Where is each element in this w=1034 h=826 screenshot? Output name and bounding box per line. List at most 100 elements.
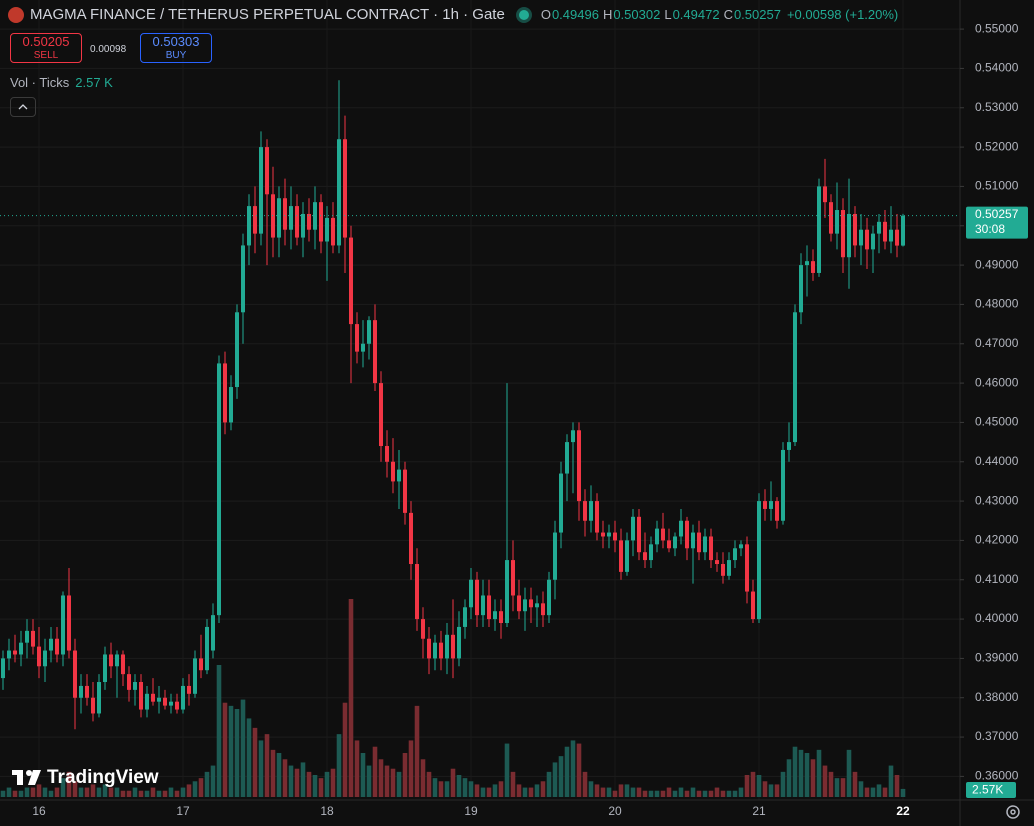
- volume-bar: [384, 765, 390, 797]
- candle-body: [457, 626, 461, 659]
- volume-bar: [216, 665, 222, 797]
- sell-label: SELL: [33, 50, 59, 61]
- volume-bar: [768, 784, 774, 797]
- volume-bar: [648, 790, 654, 797]
- volume-bar: [672, 790, 678, 797]
- candle-body: [283, 198, 287, 230]
- volume-bar: [750, 771, 756, 797]
- volume-bar: [204, 771, 210, 797]
- candle-body: [127, 674, 131, 690]
- volume-bar: [336, 734, 342, 797]
- volume-bar: [342, 702, 348, 797]
- volume-bar: [570, 740, 576, 797]
- candle-body: [775, 501, 779, 521]
- candle-body: [31, 630, 35, 647]
- volume-bar: [726, 790, 732, 797]
- volume-legend-title: Vol · Ticks: [10, 75, 70, 90]
- candle-body: [757, 501, 761, 620]
- candle-body: [373, 320, 377, 384]
- volume-bar: [876, 784, 882, 797]
- symbol-title: MAGMA FINANCE / TETHERUS PERPETUAL CONTR…: [30, 6, 505, 23]
- candle-body: [847, 213, 851, 258]
- collapse-button[interactable]: [10, 97, 36, 117]
- candle-body: [43, 650, 47, 667]
- candle-body: [247, 206, 251, 246]
- volume-bar: [168, 787, 174, 797]
- volume-bar: [708, 790, 714, 797]
- volume-bar: [696, 790, 702, 797]
- candle-body: [217, 363, 221, 616]
- buy-button[interactable]: 0.50303 BUY: [140, 33, 212, 63]
- candle-body: [793, 312, 797, 443]
- volume-bar: [222, 702, 228, 797]
- volume-bar: [300, 762, 306, 797]
- candle-body: [739, 544, 743, 549]
- volume-bar: [540, 781, 546, 797]
- candle-body: [451, 634, 455, 659]
- x-tick-label: 20: [608, 804, 622, 818]
- volume-bar: [702, 790, 708, 797]
- volume-bar: [402, 753, 408, 797]
- volume-bar: [594, 784, 600, 797]
- candle-body: [61, 595, 65, 655]
- volume-bar: [234, 709, 240, 797]
- sell-button[interactable]: 0.50205 SELL: [10, 33, 82, 63]
- candle-body: [19, 642, 23, 655]
- volume-bar: [42, 787, 48, 797]
- y-tick-label: 0.47000: [975, 336, 1019, 350]
- volume-bar: [534, 784, 540, 797]
- volume-bar: [480, 787, 486, 797]
- volume-bar: [852, 771, 858, 797]
- candle-body: [253, 206, 257, 234]
- volume-bar: [816, 749, 822, 797]
- candle-body: [73, 650, 77, 698]
- candle-body: [853, 213, 857, 246]
- volume-bar: [228, 705, 234, 797]
- candle-body: [235, 312, 239, 388]
- candle-body: [55, 638, 59, 655]
- candle-body: [535, 603, 539, 608]
- volume-bar: [516, 784, 522, 797]
- volume-bar: [606, 787, 612, 797]
- candle-body: [121, 654, 125, 675]
- candle-body: [109, 654, 113, 667]
- volume-bar: [120, 790, 126, 797]
- volume-bar: [504, 743, 510, 797]
- volume-bar: [522, 787, 528, 797]
- settings-gear[interactable]: [1006, 805, 1020, 819]
- candle-body: [835, 210, 839, 234]
- y-tick-label: 0.52000: [975, 139, 1019, 153]
- volume-bar: [828, 771, 834, 797]
- candle-body: [85, 685, 89, 698]
- volume-bar: [90, 784, 96, 797]
- settings-gear-center[interactable]: [1010, 809, 1016, 815]
- candle-body: [151, 693, 155, 702]
- volume-legend: Vol · Ticks 2.57 K: [10, 75, 113, 90]
- candle-body: [781, 449, 785, 521]
- candle-body: [709, 536, 713, 561]
- y-tick-label: 0.54000: [975, 61, 1019, 75]
- y-tick-label: 0.36000: [975, 769, 1019, 783]
- candle-body: [397, 469, 401, 482]
- settings-icon[interactable]: [1006, 805, 1020, 819]
- volume-bar: [66, 771, 72, 797]
- candle-body: [865, 229, 869, 250]
- candle-body: [37, 646, 41, 667]
- candle-body: [175, 701, 179, 710]
- volume-bar: [366, 765, 372, 797]
- candle-body: [97, 682, 101, 714]
- volume-bar: [72, 781, 78, 797]
- volume-axis-label: 2.57K: [972, 783, 1003, 797]
- volume-bar: [432, 778, 438, 797]
- volume-bar: [690, 787, 696, 797]
- volume-bar: [30, 787, 36, 797]
- volume-bar: [666, 787, 672, 797]
- last-price-label: 0.50257: [975, 207, 1019, 221]
- candle-body: [811, 261, 815, 273]
- volume-bar: [510, 771, 516, 797]
- ohlc-key: C: [723, 7, 733, 22]
- candle-body: [697, 532, 701, 553]
- symbol-logo: [8, 6, 24, 23]
- x-tick-label: 22: [896, 804, 910, 818]
- spread: 0.00098: [90, 44, 127, 55]
